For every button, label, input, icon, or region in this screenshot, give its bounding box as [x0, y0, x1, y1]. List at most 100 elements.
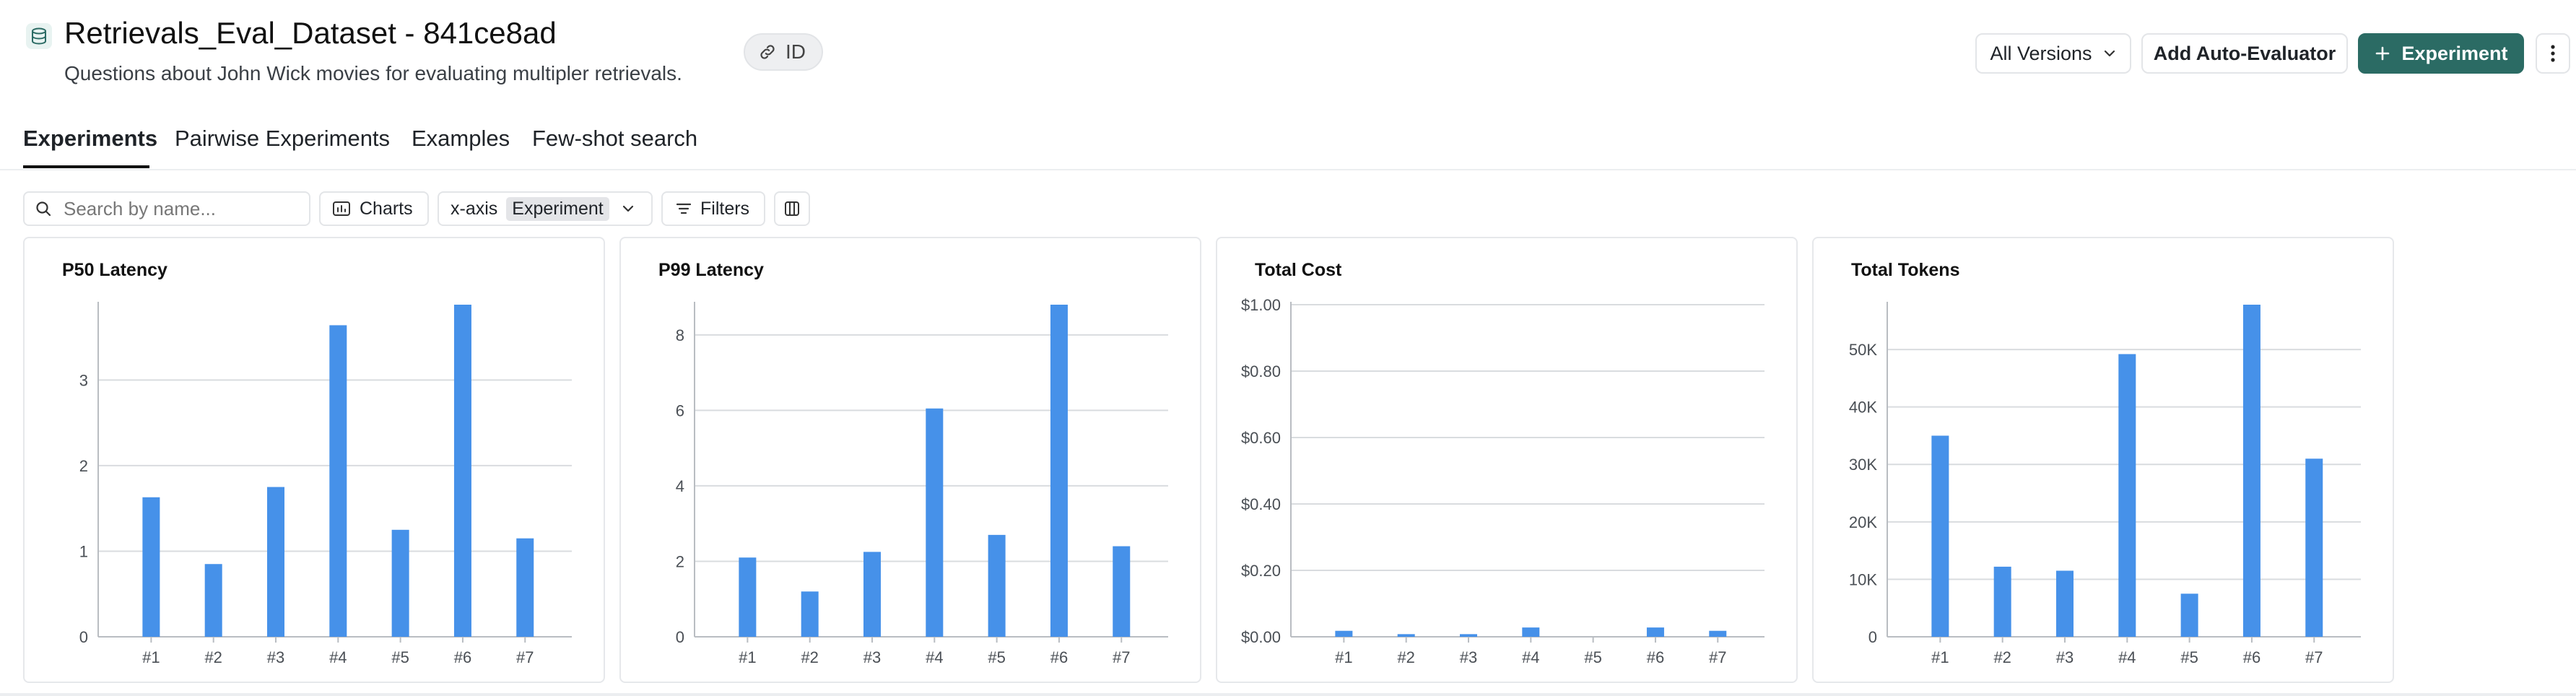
tab-pairwise-experiments[interactable]: Pairwise Experiments	[175, 126, 391, 151]
y-tick-label: $0.80	[1241, 362, 1281, 380]
bar[interactable]	[1646, 627, 1664, 637]
y-tick-label: 2	[79, 457, 88, 475]
y-tick-label: 2	[676, 552, 684, 570]
x-tick-label: #4	[2118, 648, 2136, 666]
chevron-down-icon	[622, 205, 633, 212]
bar[interactable]	[2305, 458, 2323, 637]
versions-label: All Versions	[1990, 42, 2092, 64]
id-label: ID	[786, 40, 806, 63]
x-tick-label: #3	[863, 648, 881, 666]
y-tick-label: $1.00	[1241, 296, 1281, 314]
search-icon	[36, 201, 51, 217]
x-tick-label: #5	[391, 648, 409, 666]
active-tab-indicator	[23, 165, 149, 168]
bar[interactable]	[329, 325, 347, 637]
bar[interactable]	[1993, 566, 2011, 637]
charts-label: Charts	[360, 198, 413, 219]
link-icon	[760, 45, 775, 59]
y-tick-label: 0	[79, 628, 88, 646]
bar[interactable]	[2242, 305, 2260, 637]
y-tick-label: 0	[1868, 628, 1877, 646]
x-tick-label: #4	[329, 648, 347, 666]
chart-card-p50-latency: P50 Latency 0 1 2 3 #1 #2 #3 #4 #5 #6 #7	[23, 237, 605, 683]
bar[interactable]	[739, 557, 757, 637]
x-axis-label: x-axis	[451, 198, 498, 219]
y-tick-label: 10K	[1849, 570, 1877, 588]
x-tick-label: #7	[2305, 648, 2323, 666]
columns-button[interactable]	[774, 191, 810, 226]
y-tick-label: $0.20	[1241, 562, 1281, 580]
tab-experiments[interactable]: Experiments	[23, 126, 158, 151]
y-tick-label: $0.40	[1241, 495, 1281, 513]
bar[interactable]	[1931, 435, 1949, 637]
x-axis-value: Experiment	[506, 196, 609, 221]
bar[interactable]	[1522, 627, 1540, 637]
x-tick-label: #7	[1709, 648, 1726, 666]
new-experiment-button[interactable]: Experiment	[2358, 33, 2524, 74]
bar[interactable]	[988, 534, 1006, 637]
tab-examples[interactable]: Examples	[412, 126, 510, 151]
bar[interactable]	[267, 487, 284, 637]
y-tick-label: 20K	[1849, 513, 1877, 531]
bar[interactable]	[142, 497, 160, 637]
bar[interactable]	[516, 538, 534, 637]
add-auto-evaluator-button[interactable]: Add Auto-Evaluator	[2141, 33, 2348, 74]
y-tick-label: 0	[676, 628, 684, 646]
bar[interactable]	[453, 305, 471, 637]
versions-select[interactable]: All Versions	[1975, 33, 2131, 74]
bar[interactable]	[204, 564, 222, 637]
x-tick-label: #5	[1584, 648, 1601, 666]
x-axis-select[interactable]: x-axis Experiment	[438, 191, 653, 226]
bar[interactable]	[1397, 634, 1415, 637]
dataset-icon	[26, 23, 52, 49]
x-tick-label: #1	[1931, 648, 1949, 666]
bar[interactable]	[801, 591, 819, 637]
bar[interactable]	[2056, 570, 2074, 637]
bar[interactable]	[1050, 305, 1068, 637]
x-tick-label: #6	[2243, 648, 2260, 666]
bar[interactable]	[1335, 630, 1353, 637]
x-tick-label: #1	[1335, 648, 1352, 666]
charts-toggle-button[interactable]: Charts	[319, 191, 429, 226]
more-options-button[interactable]	[2536, 33, 2570, 74]
search-input[interactable]	[62, 196, 274, 221]
filter-icon	[676, 203, 692, 214]
x-tick-label: #2	[801, 648, 818, 666]
x-tick-label: #3	[267, 648, 284, 666]
copy-id-button[interactable]: ID	[744, 33, 823, 71]
x-tick-label: #3	[2056, 648, 2074, 666]
y-tick-label: 50K	[1849, 341, 1877, 359]
filters-label: Filters	[700, 198, 750, 219]
y-tick-label: 3	[79, 371, 88, 389]
chevron-down-icon	[2104, 50, 2115, 57]
filters-button[interactable]: Filters	[661, 191, 765, 226]
x-tick-label: #5	[2180, 648, 2198, 666]
y-tick-label: 1	[79, 542, 88, 560]
search-box[interactable]	[23, 191, 310, 226]
x-tick-label: #2	[1397, 648, 1414, 666]
chart-card-total-tokens: Total Tokens 0 10K 20K 30K 40K 50K #1 #2 #3 #4 #5 #…	[1812, 237, 2394, 683]
y-tick-label: 8	[676, 326, 684, 344]
chart-title: P50 Latency	[62, 260, 167, 280]
bar[interactable]	[1113, 546, 1131, 637]
bottom-divider	[0, 693, 2576, 696]
bar[interactable]	[1460, 634, 1477, 637]
y-tick-label: $0.00	[1241, 628, 1281, 646]
chart-card-total-cost: Total Cost $0.00 $0.20 $0.40 $0.60 $0.80 $1.0…	[1216, 237, 1798, 683]
tab-few-shot-search[interactable]: Few-shot search	[532, 126, 698, 151]
bar[interactable]	[2118, 354, 2136, 637]
x-tick-label: #4	[926, 648, 943, 666]
page-subtitle: Questions about John Wick movies for eva…	[64, 62, 682, 84]
bar[interactable]	[391, 529, 409, 637]
y-tick-label: 4	[676, 477, 684, 495]
bar[interactable]	[926, 408, 944, 637]
bar[interactable]	[863, 552, 881, 637]
x-tick-label: #1	[739, 648, 756, 666]
bar[interactable]	[1709, 630, 1727, 637]
bar[interactable]	[2180, 593, 2198, 637]
add-auto-evaluator-label: Add Auto-Evaluator	[2153, 42, 2336, 64]
x-tick-label: #5	[988, 648, 1005, 666]
total-tokens-chart: 0 10K 20K 30K 40K 50K #1 #2 #3 #4 #5 #6 #7	[1849, 302, 2361, 666]
p99-latency-chart: 0 2 4 6 8 #1 #2 #3 #4 #5 #6 #7	[676, 302, 1168, 666]
p50-latency-chart: 0 1 2 3 #1 #2 #3 #4 #5 #6 #7	[79, 302, 572, 666]
